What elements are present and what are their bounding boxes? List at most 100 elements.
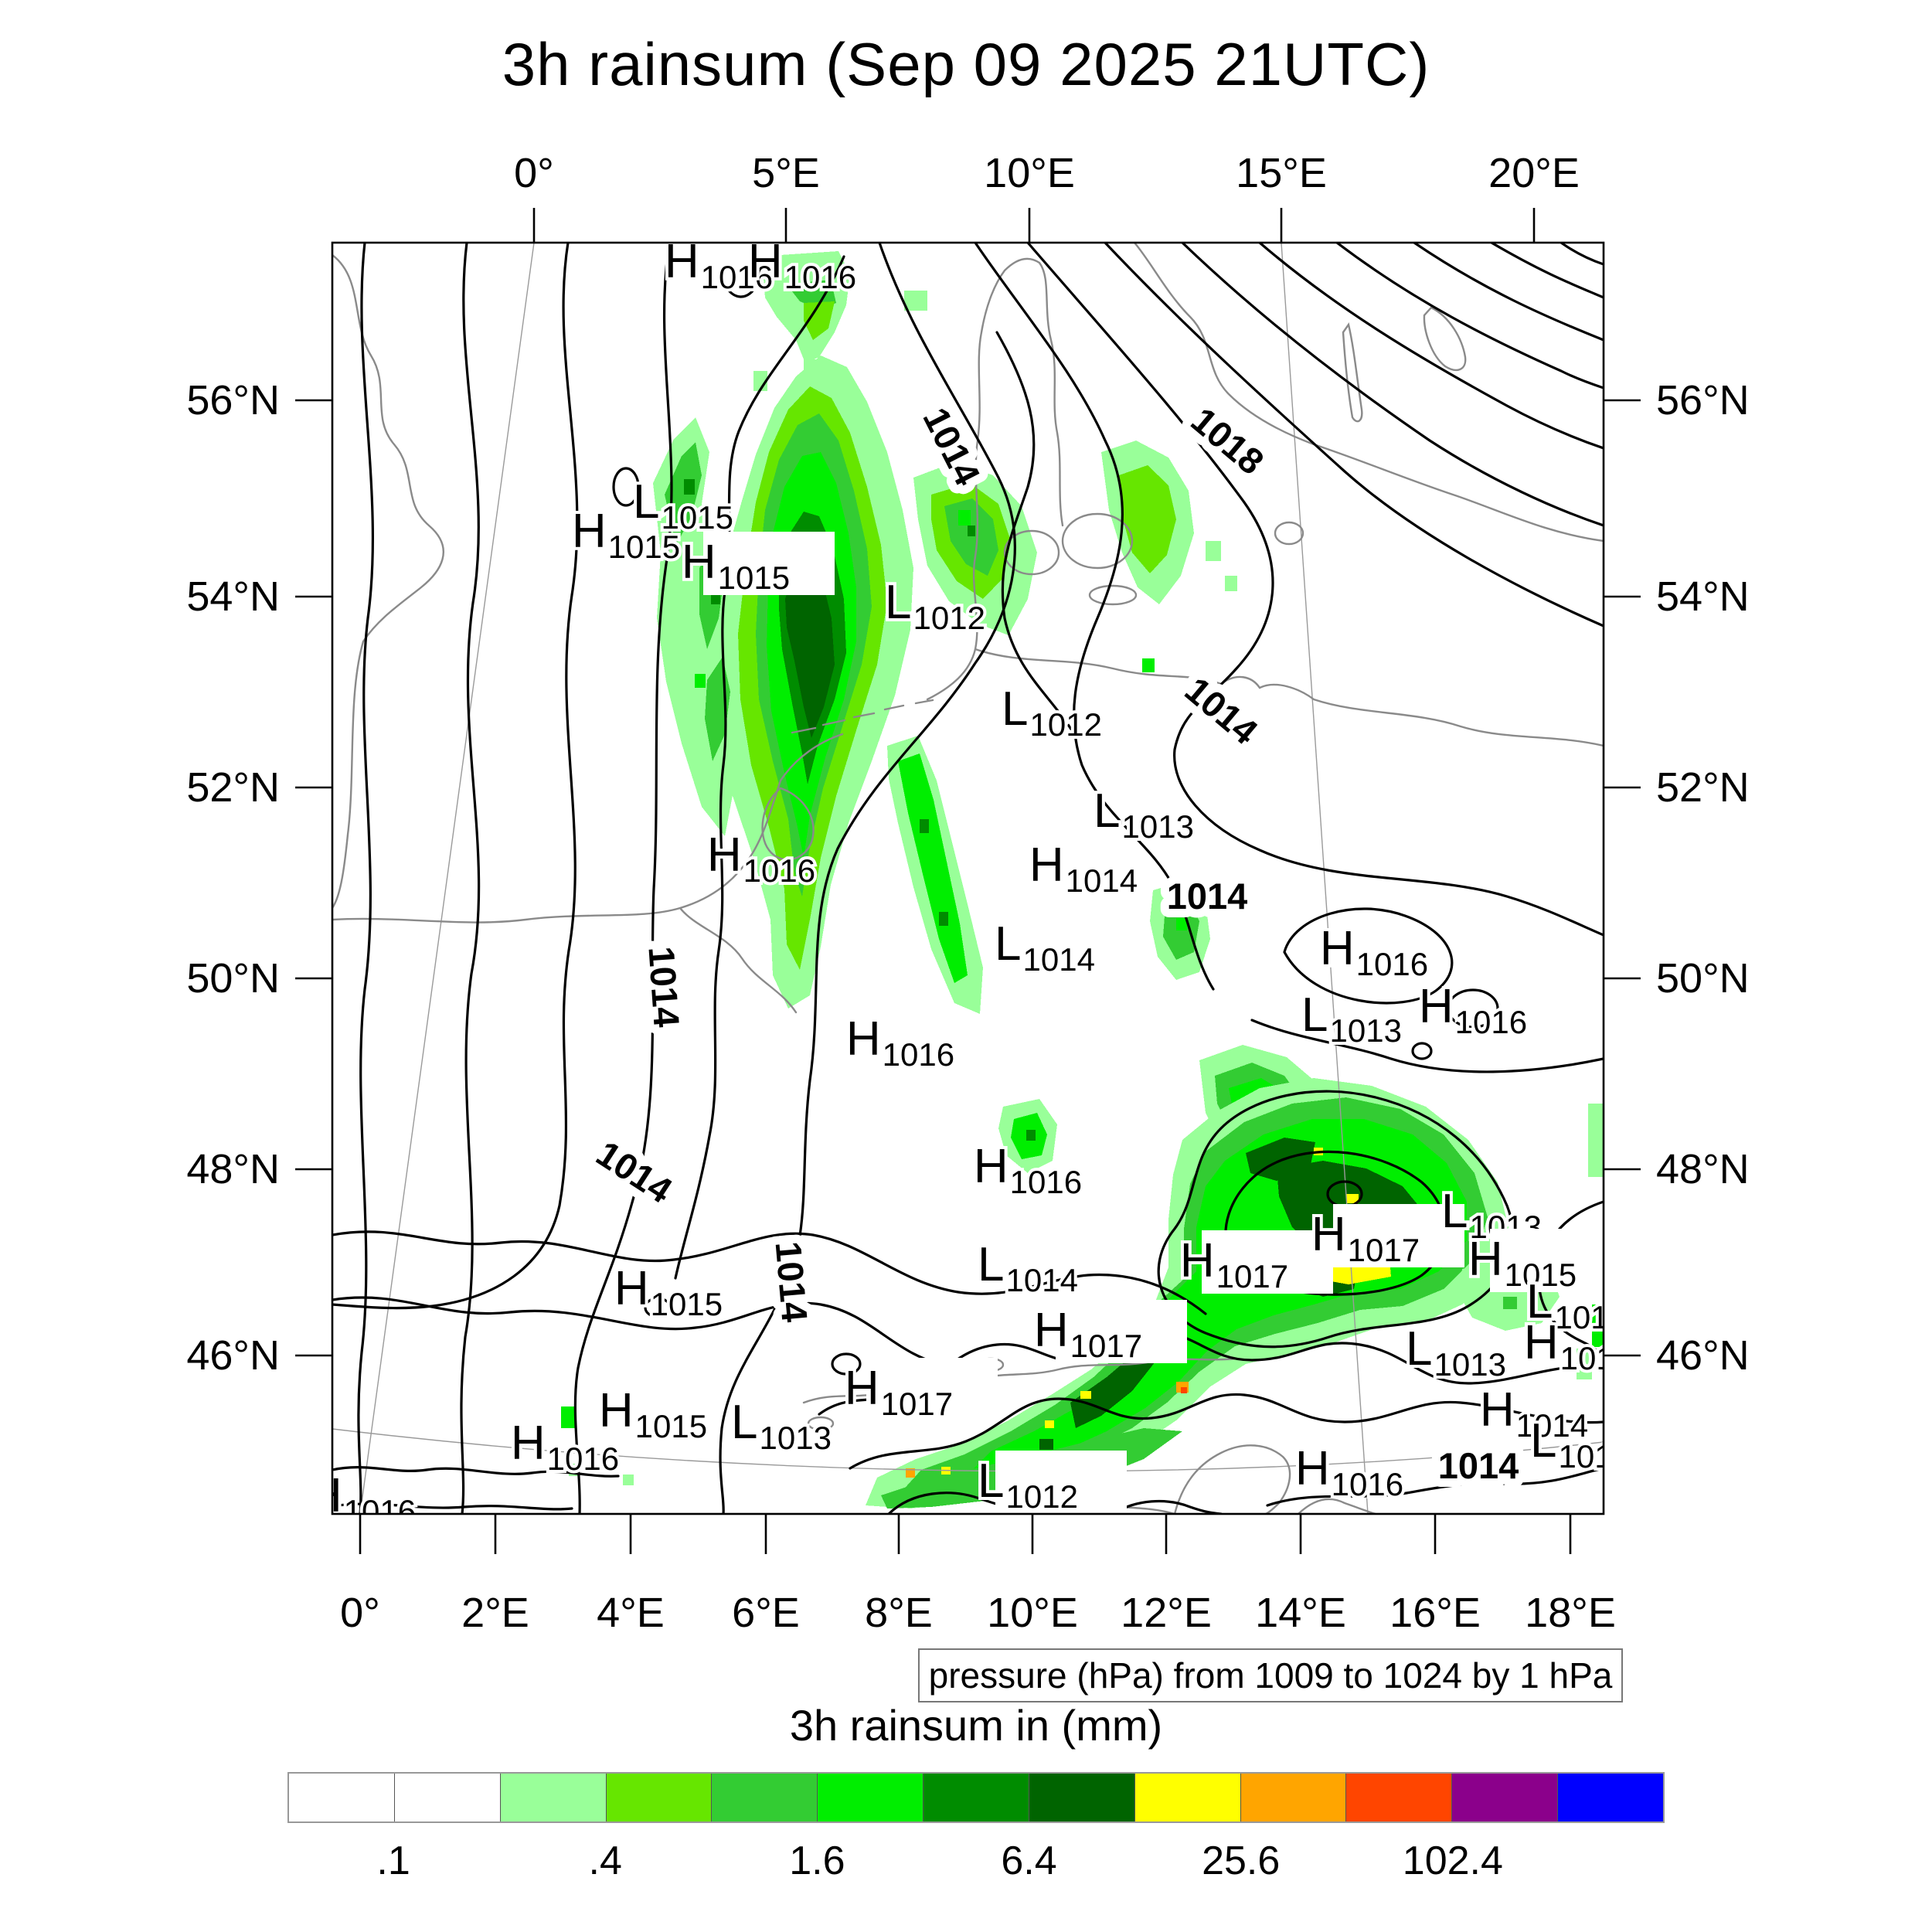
pressure-center-letter: H1017 — [1180, 1234, 1288, 1294]
pressure-center-value: 1013 — [1122, 808, 1194, 845]
left-axis-tick-label: 46°N — [186, 1332, 280, 1379]
isobar-1015 — [332, 1230, 1207, 1315]
left-axis-tick-label: 48°N — [186, 1146, 280, 1192]
pressure-center-letter: L1014 — [978, 1238, 1078, 1298]
coastline-adriatic-istria — [1173, 1444, 1291, 1514]
pressure-center-l1014: L1014 — [975, 1235, 1081, 1301]
top-axis-tick-label: 10°E — [984, 150, 1075, 196]
colorbar-cell — [1558, 1774, 1663, 1821]
pressure-center-h1017: H1017 — [1177, 1230, 1333, 1298]
rain-speck — [958, 510, 971, 526]
pressure-center-letter: L1012 — [1002, 682, 1102, 743]
graticule-layer — [332, 243, 1604, 1514]
colorbar-cell — [289, 1774, 395, 1821]
colorbar-cell — [394, 1774, 501, 1821]
pressure-center-l1013: L1013 — [1403, 1319, 1509, 1386]
rain-speck-yellow — [1045, 1420, 1054, 1428]
rain-patch — [1119, 465, 1176, 573]
pressure-center-letter: L1013 — [731, 1396, 832, 1456]
rain-speck-yellow — [1080, 1391, 1091, 1399]
isobar-closed — [1447, 988, 1499, 1029]
pressure-center-value: 1013 — [1330, 1012, 1402, 1049]
pressure-center-value: 1015 — [608, 529, 680, 565]
coastline-channel-france — [332, 779, 782, 923]
pressure-center-l1012: L1012 — [975, 1451, 1127, 1515]
isobar — [332, 243, 579, 1310]
rain-speck — [904, 291, 927, 311]
pressure-center-l1013: L1013 — [1298, 985, 1405, 1052]
rain-speck-red — [1181, 1387, 1187, 1393]
colorbar-cell — [1134, 1774, 1241, 1821]
isobar-1016 — [674, 255, 845, 1280]
pressure-center-l1014: L1014 — [992, 914, 1098, 981]
isobar — [357, 243, 375, 1514]
isobar — [719, 274, 762, 298]
isobar-1014 — [332, 1296, 952, 1368]
bottom-axis-tick-label: 2°E — [461, 1590, 529, 1636]
isobar-value-label: 1014 — [1167, 876, 1248, 917]
isobar — [1537, 1200, 1604, 1358]
right-axis-tick-label: 46°N — [1656, 1332, 1750, 1379]
pressure-center-h1015: H1015 — [1465, 1229, 1604, 1296]
pressure-center-h1016: H1016 — [1317, 919, 1431, 985]
pressure-center-value: 1012 — [913, 600, 985, 636]
left-axis-tick-label: 50°N — [186, 955, 280, 1002]
isobar — [332, 1502, 573, 1511]
pressure-center-l1012: L1012 — [998, 679, 1105, 746]
pressure-center-box — [1056, 1300, 1187, 1363]
bottom-axis-tick-label: 10°E — [987, 1590, 1078, 1636]
pressure-center-box — [995, 1451, 1127, 1514]
rain-speck — [1176, 918, 1187, 930]
pressure-center-l1013: L1013 — [1090, 781, 1197, 848]
pressure-center-letter: H1014 — [1029, 838, 1138, 899]
bottom-axis-tick-label: 14°E — [1255, 1590, 1346, 1636]
pressure-center-value: 1015 — [1560, 1340, 1632, 1376]
isobar-closed — [831, 1352, 862, 1376]
pressure-center-value: 1015 — [718, 560, 790, 596]
pressure-center-letter: H1015 — [1468, 1233, 1577, 1293]
colorbar-cell — [606, 1774, 713, 1821]
pressure-center-letter: L1013 — [1406, 1322, 1506, 1383]
rain-speck-orange — [906, 1468, 915, 1478]
pressure-center-value: 1016 — [883, 1036, 954, 1073]
isobar-closed — [612, 467, 640, 507]
left-axis-tick-label: 54°N — [186, 573, 280, 620]
isobar — [460, 243, 481, 1514]
colorbar-cell — [500, 1774, 607, 1821]
rain-speck — [623, 1475, 634, 1485]
pressure-center-box — [866, 1358, 998, 1421]
right-axis-tick-label: 54°N — [1656, 573, 1750, 620]
pressure-center-value: 1012 — [1006, 1478, 1078, 1515]
isobar-closed-1016 — [1283, 907, 1454, 1005]
pressure-center-value: 1013 — [1434, 1346, 1506, 1383]
pressure-center-value: 1014 — [1006, 1262, 1078, 1298]
coastline-jutland — [926, 257, 1064, 701]
isobar — [1111, 1499, 1223, 1514]
isobar-1014 — [573, 243, 673, 1514]
pressure-center-letter: H1015 — [599, 1384, 707, 1444]
isobar-closed-1017-inner — [1224, 1150, 1447, 1296]
pressure-center-l1013: L1013 — [728, 1393, 835, 1459]
lake-geneva — [807, 1416, 835, 1431]
colorbar-cell — [1346, 1774, 1453, 1821]
right-axis-tick-label: 56°N — [1656, 377, 1750, 423]
pressure-center-h1017: H1017 — [1031, 1300, 1187, 1367]
pressure-center-value: 1016 — [701, 259, 773, 295]
pressure-center-value: 1015 — [662, 499, 733, 536]
pressure-center-letter: L1014 — [995, 917, 1095, 978]
rain-patch — [898, 753, 968, 983]
pressure-center-value: 1017 — [881, 1386, 953, 1422]
rain-speck — [1039, 1439, 1053, 1450]
isobar — [974, 243, 1215, 991]
pressure-center-h1017: H1017 — [842, 1358, 998, 1425]
rain-speck — [684, 479, 695, 495]
coastline-dalmatia — [1297, 1498, 1377, 1514]
island-bornholm — [1274, 521, 1304, 546]
rain-speck — [1026, 1130, 1036, 1141]
coastline-layer — [332, 243, 1604, 1514]
wadden-islands — [791, 699, 934, 734]
pressure-center-h1016: H1016 — [1292, 1439, 1406, 1505]
bottom-axis-tick-label: 4°E — [597, 1590, 665, 1636]
colorbar-tick-label: 102.4 — [1402, 1838, 1503, 1883]
top-axis-tick-label: 15°E — [1236, 150, 1327, 196]
